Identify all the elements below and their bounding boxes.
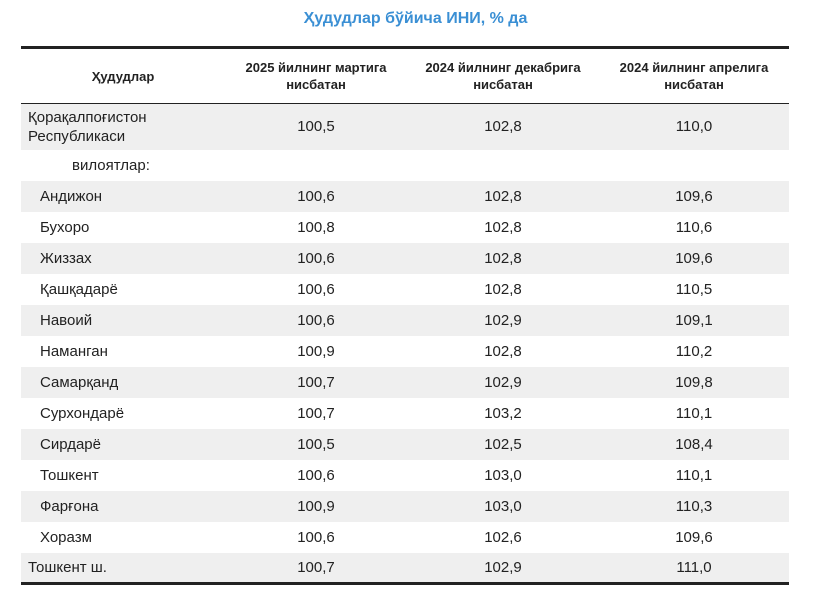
- table-header-row: Ҳудудлар 2025 йилнинг мартига нисбатан 2…: [21, 46, 789, 104]
- region-name: Қорақалпоғистон Республикаси: [21, 103, 225, 150]
- table-row: Андижон 100,6 102,8 109,6: [21, 180, 789, 212]
- value-vs-march-2025: [225, 150, 407, 181]
- table-title: Ҳудудлар бўйича ИНИ, % да: [303, 10, 528, 27]
- value-vs-march-2025: 100,6: [225, 304, 407, 336]
- value-vs-april-2024: 110,0: [599, 103, 789, 150]
- region-name: Қашқадарё: [40, 280, 118, 298]
- value-vs-december-2024: 103,2: [484, 404, 522, 422]
- region-name: Самарқанд: [21, 366, 225, 398]
- value-vs-december-2024: 102,8: [484, 218, 522, 236]
- region-group-label: вилоятлар:: [72, 156, 150, 174]
- value-vs-april-2024: 110,3: [599, 490, 789, 522]
- region-name: Хоразм: [40, 528, 92, 546]
- value-vs-april-2024: 109,8: [599, 366, 789, 398]
- value-vs-april-2024: 109,6: [599, 180, 789, 212]
- value-vs-april-2024: 109,1: [599, 304, 789, 336]
- value-vs-december-2024: 103,0: [484, 466, 522, 484]
- value-vs-april-2024: 111,0: [599, 552, 789, 585]
- region-name: Сурхондарё: [40, 404, 125, 422]
- table-row: Фарғона 100,9 103,0 110,3: [21, 490, 789, 522]
- table-row: Сирдарё 100,5 102,5 108,4: [21, 428, 789, 460]
- table-row: Хоразм 100,6 102,6 109,6: [21, 522, 789, 553]
- value-vs-april-2024: 110,1: [675, 404, 713, 422]
- value-vs-march-2025: 100,6: [297, 466, 335, 484]
- region-name: Андижон: [21, 180, 225, 212]
- value-vs-march-2025: 100,8: [297, 218, 335, 236]
- value-vs-december-2024: 102,9: [407, 304, 599, 336]
- cpi-by-region-table: Ҳудудлар 2025 йилнинг мартига нисбатан 2…: [21, 46, 789, 585]
- value-vs-march-2025: 100,5: [225, 103, 407, 150]
- table-row: Навоий 100,6 102,9 109,1: [21, 304, 789, 336]
- value-vs-december-2024: 103,0: [407, 490, 599, 522]
- region-name: Наманган: [40, 342, 108, 360]
- value-vs-april-2024: 109,6: [675, 528, 713, 546]
- table-row-group-label: вилоятлар:: [21, 150, 789, 181]
- column-header-vs-december-2024: 2024 йилнинг декабрига нисбатан: [407, 46, 599, 104]
- table-row: Самарқанд 100,7 102,9 109,8: [21, 366, 789, 398]
- region-name: Навоий: [21, 304, 225, 336]
- table-row: Жиззах 100,6 102,8 109,6: [21, 242, 789, 274]
- value-vs-march-2025: 100,6: [297, 280, 335, 298]
- value-vs-december-2024: 102,8: [407, 180, 599, 212]
- table-row: Наманган 100,9 102,8 110,2: [21, 336, 789, 367]
- value-vs-december-2024: 102,9: [407, 366, 599, 398]
- value-vs-april-2024: 110,1: [675, 466, 713, 484]
- value-vs-march-2025: 100,7: [225, 366, 407, 398]
- value-vs-december-2024: 102,8: [484, 342, 522, 360]
- table-row: Қорақалпоғистон Республикаси 100,5 102,8…: [21, 103, 789, 150]
- column-header-vs-april-2024: 2024 йилнинг апрелига нисбатан: [599, 46, 789, 104]
- value-vs-march-2025: 100,6: [225, 180, 407, 212]
- column-header-vs-march-2025: 2025 йилнинг мартига нисбатан: [225, 46, 407, 104]
- table-row: Тошкент 100,6 103,0 110,1: [21, 460, 789, 491]
- value-vs-december-2024: 102,6: [484, 528, 522, 546]
- value-vs-december-2024: 102,9: [407, 552, 599, 585]
- value-vs-april-2024: 110,6: [675, 218, 713, 236]
- table-row: Тошкент ш. 100,7 102,9 111,0: [21, 552, 789, 585]
- value-vs-april-2024: 110,5: [675, 280, 713, 298]
- column-header-regions: Ҳудудлар: [21, 46, 225, 104]
- table-row: Бухоро 100,8 102,8 110,6: [21, 212, 789, 243]
- value-vs-march-2025: 100,7: [225, 552, 407, 585]
- value-vs-april-2024: [599, 150, 789, 181]
- value-vs-december-2024: [407, 150, 599, 181]
- region-name: Фарғона: [21, 490, 225, 522]
- value-vs-april-2024: 109,6: [599, 242, 789, 274]
- table-row: Қашқадарё 100,6 102,8 110,5: [21, 274, 789, 305]
- value-vs-december-2024: 102,8: [407, 242, 599, 274]
- region-name: Тошкент ш.: [21, 552, 225, 585]
- value-vs-march-2025: 100,7: [297, 404, 335, 422]
- region-name: Жиззах: [21, 242, 225, 274]
- value-vs-december-2024: 102,8: [484, 280, 522, 298]
- table-row: Сурхондарё 100,7 103,2 110,1: [21, 398, 789, 429]
- value-vs-december-2024: 102,8: [407, 103, 599, 150]
- value-vs-april-2024: 110,2: [675, 342, 713, 360]
- value-vs-march-2025: 100,6: [225, 242, 407, 274]
- value-vs-march-2025: 100,5: [225, 428, 407, 460]
- value-vs-march-2025: 100,9: [297, 342, 335, 360]
- region-name: Тошкент: [40, 466, 99, 484]
- value-vs-march-2025: 100,9: [225, 490, 407, 522]
- region-name: Сирдарё: [21, 428, 225, 460]
- region-name: Бухоро: [40, 218, 90, 236]
- value-vs-december-2024: 102,5: [407, 428, 599, 460]
- value-vs-march-2025: 100,6: [297, 528, 335, 546]
- value-vs-april-2024: 108,4: [599, 428, 789, 460]
